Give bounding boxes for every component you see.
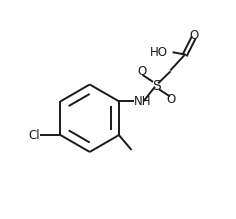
- Text: O: O: [189, 29, 198, 42]
- Text: NH: NH: [134, 95, 151, 108]
- Text: S: S: [152, 79, 160, 93]
- Text: Cl: Cl: [28, 129, 40, 141]
- Text: O: O: [167, 93, 176, 106]
- Text: HO: HO: [150, 46, 168, 59]
- Text: O: O: [137, 65, 146, 78]
